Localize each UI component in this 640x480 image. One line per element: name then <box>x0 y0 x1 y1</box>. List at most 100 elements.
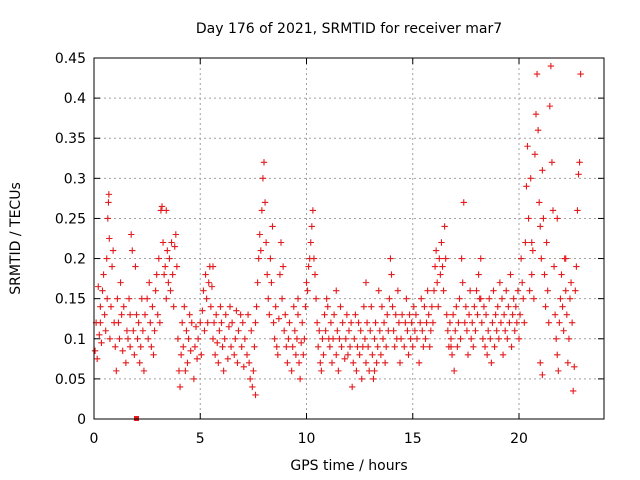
data-point <box>471 303 478 310</box>
data-point <box>513 319 521 326</box>
data-point <box>568 319 576 326</box>
data-point <box>186 311 193 318</box>
data-point <box>386 295 393 302</box>
data-point <box>117 279 124 286</box>
data-point <box>370 375 377 383</box>
data-point <box>436 255 443 262</box>
data-point <box>347 319 355 326</box>
data-point <box>500 311 508 318</box>
data-point <box>525 215 532 222</box>
data-point <box>286 319 293 326</box>
data-point <box>411 327 419 334</box>
data-point <box>207 303 215 310</box>
data-point <box>520 295 527 302</box>
data-point <box>560 327 567 334</box>
data-point <box>227 343 235 350</box>
data-point <box>371 335 378 342</box>
data-point <box>141 311 149 318</box>
data-point <box>185 335 192 342</box>
data-point <box>294 295 302 302</box>
data-point <box>433 279 441 286</box>
data-point <box>210 319 218 326</box>
data-point <box>182 367 189 375</box>
data-point <box>154 311 161 318</box>
data-point <box>472 327 479 334</box>
data-point <box>535 199 543 206</box>
data-point <box>280 327 288 334</box>
data-point <box>545 319 552 326</box>
data-point <box>499 351 507 359</box>
data-point <box>555 367 562 375</box>
data-point <box>276 271 284 278</box>
data-point <box>474 311 481 318</box>
data-point <box>215 359 222 367</box>
data-point <box>188 319 195 326</box>
data-point <box>362 359 370 367</box>
data-point <box>356 351 363 359</box>
grid-layer <box>94 58 604 419</box>
data-point <box>192 323 200 330</box>
data-point <box>155 255 163 262</box>
data-point <box>93 355 101 363</box>
data-point <box>261 199 269 206</box>
data-point <box>292 351 300 359</box>
data-point <box>440 287 447 294</box>
data-point <box>562 287 569 294</box>
data-point <box>209 335 217 342</box>
data-point <box>523 183 530 190</box>
data-point <box>220 367 227 375</box>
data-point <box>469 319 476 326</box>
data-point <box>119 347 126 355</box>
data-point <box>112 343 119 350</box>
data-point <box>176 383 184 391</box>
data-point <box>164 247 171 254</box>
data-point <box>125 295 133 302</box>
data-point <box>402 319 409 326</box>
data-point <box>258 207 266 214</box>
data-point <box>193 355 201 363</box>
data-point <box>511 327 518 334</box>
data-point <box>153 271 160 278</box>
data-point <box>299 319 306 326</box>
data-point <box>282 311 289 318</box>
data-point <box>550 263 558 270</box>
y-tick-label: 0.3 <box>64 171 86 187</box>
data-point <box>103 255 110 262</box>
data-point <box>441 223 448 230</box>
data-point <box>521 319 528 326</box>
data-point <box>255 255 262 262</box>
data-point <box>539 371 546 379</box>
data-point <box>371 367 378 375</box>
data-point <box>496 279 504 286</box>
data-point <box>479 335 487 342</box>
data-point <box>512 303 520 310</box>
data-point <box>167 287 174 294</box>
data-point <box>342 335 350 342</box>
data-point <box>501 327 509 334</box>
data-point <box>203 295 210 302</box>
data-point <box>321 311 328 318</box>
data-point <box>395 319 403 326</box>
data-point <box>566 295 574 302</box>
data-point <box>217 303 224 310</box>
data-point <box>549 207 557 214</box>
data-point <box>382 343 390 350</box>
data-point <box>262 239 270 246</box>
data-point <box>419 327 426 334</box>
data-point <box>539 167 546 174</box>
data-point <box>256 231 263 238</box>
data-point <box>508 343 515 350</box>
data-point <box>341 355 348 363</box>
data-point <box>98 339 105 346</box>
data-point <box>216 327 223 334</box>
data-point <box>197 319 204 326</box>
x-tick-label: 20 <box>510 431 528 447</box>
data-point <box>481 343 489 350</box>
data-point <box>271 335 278 342</box>
data-point <box>150 351 157 359</box>
data-point <box>495 335 503 342</box>
data-point <box>543 239 550 246</box>
data-point <box>99 287 106 294</box>
data-point <box>358 375 365 383</box>
